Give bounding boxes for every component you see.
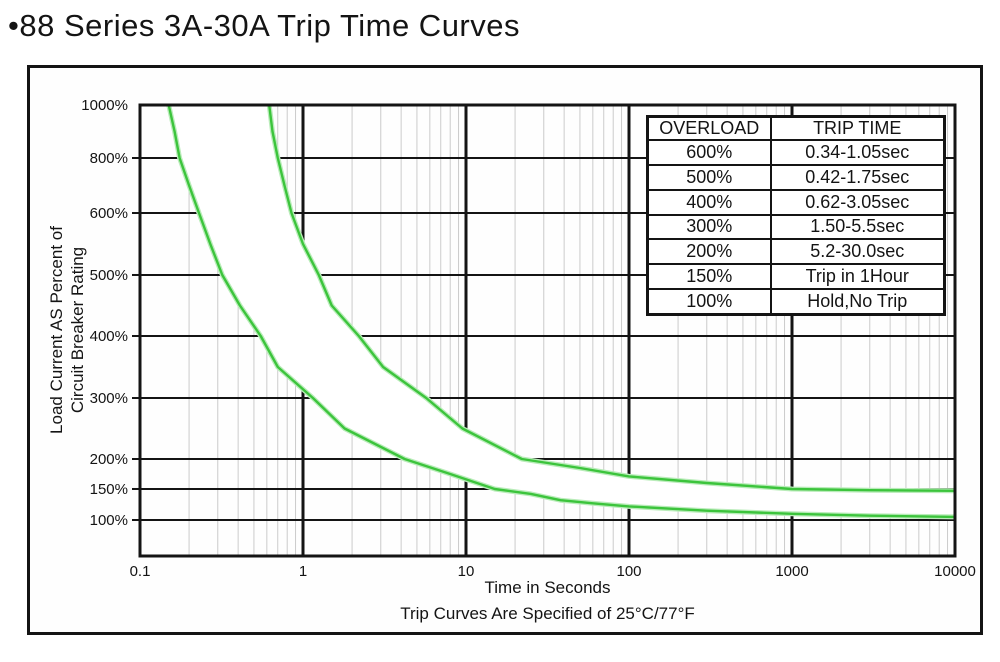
x-tick-label: 1 bbox=[299, 563, 307, 580]
plot-border bbox=[138, 103, 957, 558]
trip-time-cell: Trip in 1Hour bbox=[769, 263, 946, 291]
trip-time-cell: Hold,No Trip bbox=[769, 288, 946, 316]
trip-time-chart: 1000%800%600%500%400%300%200%150%100%0.1… bbox=[81, 97, 976, 580]
overload-cell: 150% bbox=[646, 263, 772, 291]
y-tick-label: 400% bbox=[90, 328, 128, 345]
curve-max-trip-time bbox=[268, 104, 956, 492]
chart-note: Trip Curves Are Specified of 25°C/77°F bbox=[400, 604, 695, 623]
y-tick-label: 600% bbox=[90, 205, 128, 222]
table-row: 600% 0.34-1.05sec bbox=[646, 139, 946, 166]
trip-time-cell: 0.62-3.05sec bbox=[769, 188, 946, 216]
overload-cell: 300% bbox=[646, 213, 772, 241]
y-tick-label: 1000% bbox=[81, 97, 128, 114]
x-tick-label: 0.1 bbox=[130, 563, 151, 580]
table-row: 400% 0.62-3.05sec bbox=[646, 188, 946, 216]
table-header-row: OVERLOAD TRIP TIME bbox=[646, 115, 946, 141]
y-axis-label: Load Current AS Percent of Circuit Break… bbox=[46, 160, 90, 500]
curve-min-trip-time bbox=[167, 104, 956, 519]
x-tick-label: 10 bbox=[458, 563, 475, 580]
table-row: 100% Hold,No Trip bbox=[646, 288, 946, 316]
y-tick-label: 150% bbox=[90, 481, 128, 498]
overload-cell: 100% bbox=[646, 288, 772, 316]
table-row: 300% 1.50-5.5sec bbox=[646, 213, 946, 241]
overload-trip-time-table: OVERLOAD TRIP TIME 600% 0.34-1.05sec 500% 0… bbox=[646, 115, 946, 316]
chart-frame: 1000% 800% 600% 500% 400% 300% 200% 150% 100% 0.1… bbox=[27, 65, 983, 635]
x-tick-label: 1000 bbox=[775, 563, 808, 580]
trip-time-cell: 5.2-30.0sec bbox=[769, 238, 946, 266]
trip-time-cell: 1.50-5.5sec bbox=[769, 213, 946, 241]
x-tick-label: 10000 bbox=[934, 563, 976, 580]
overload-cell: 200% bbox=[646, 238, 772, 266]
overload-cell: 500% bbox=[646, 163, 772, 191]
trip-time-cell: 0.34-1.05sec bbox=[769, 139, 946, 166]
overload-cell: 600% bbox=[646, 139, 772, 166]
y-tick-label: 100% bbox=[90, 512, 128, 529]
y-tick-label: 500% bbox=[90, 267, 128, 284]
y-axis-label-line1: Load Current AS Percent of bbox=[47, 226, 66, 434]
x-tick-label: 100 bbox=[616, 563, 641, 580]
y-axis-label-line2: Circuit Breaker Rating bbox=[68, 246, 87, 414]
table-row: 150% Trip in 1Hour bbox=[646, 263, 946, 291]
page-title: •88 Series 3A-30A Trip Time Curves bbox=[8, 8, 521, 43]
trip-band bbox=[168, 105, 955, 517]
x-axis-label: Time in Seconds bbox=[484, 578, 611, 597]
table-header-trip-time: TRIP TIME bbox=[769, 115, 946, 141]
trip-time-cell: 0.42-1.75sec bbox=[769, 163, 946, 191]
table-row: 500% 0.42-1.75sec bbox=[646, 163, 946, 191]
overload-cell: 400% bbox=[646, 188, 772, 216]
y-tick-label: 200% bbox=[90, 451, 128, 468]
table-header-overload: OVERLOAD bbox=[646, 115, 772, 141]
y-tick-label: 300% bbox=[90, 390, 128, 407]
table-row: 200% 5.2-30.0sec bbox=[646, 238, 946, 266]
y-tick-label: 800% bbox=[90, 150, 128, 167]
